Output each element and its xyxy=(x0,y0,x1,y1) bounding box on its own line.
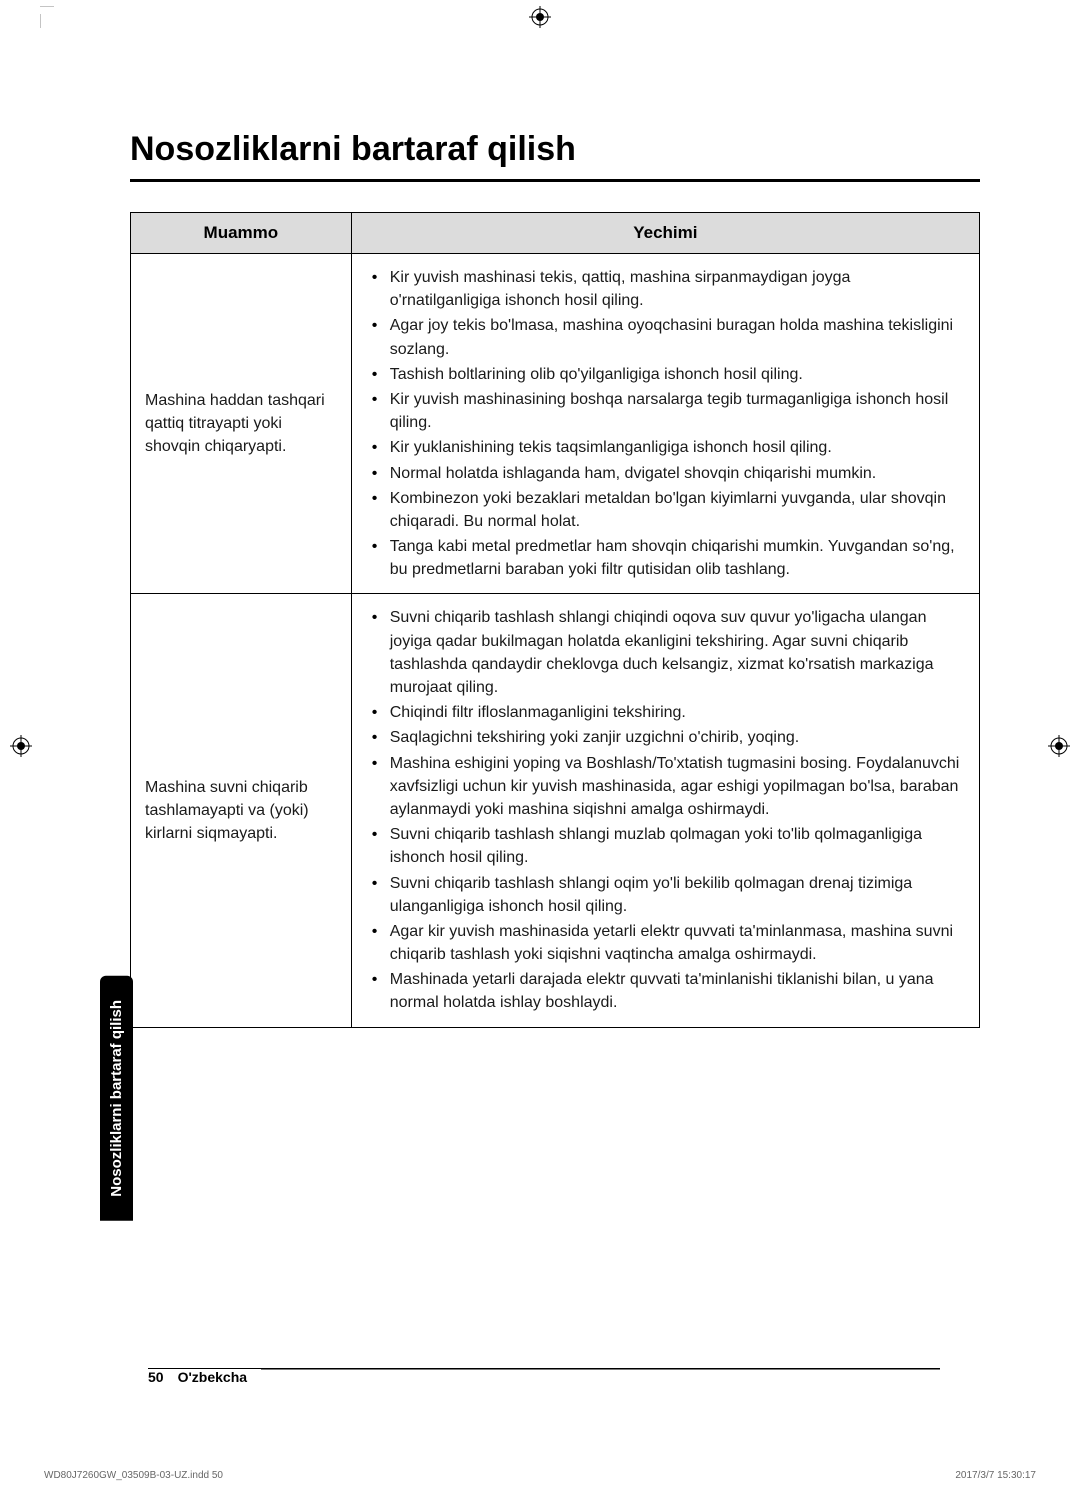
page-number: 50 xyxy=(148,1369,164,1385)
solution-item: Saqlagichni tekshiring yoki zanjir uzgic… xyxy=(366,726,965,749)
solution-item: Kir yuvish mashinasi tekis, qattiq, mash… xyxy=(366,266,965,312)
solution-item: Chiqindi filtr ifloslanmaganligini teksh… xyxy=(366,701,965,724)
header-solution: Yechimi xyxy=(351,213,979,254)
troubleshooting-table: Muammo Yechimi Mashina haddan tashqari q… xyxy=(130,212,980,1028)
solution-item: Tashish boltlarining olib qo'yilganligig… xyxy=(366,363,965,386)
problem-cell: Mashina haddan tashqari qattiq titrayapt… xyxy=(131,254,352,594)
solution-item: Mashinada yetarli darajada elektr quvvat… xyxy=(366,968,965,1014)
solution-item: Suvni chiqarib tashlash shlangi muzlab q… xyxy=(366,823,965,869)
solution-item: Mashina eshigini yoping va Boshlash/To'x… xyxy=(366,752,965,822)
solution-item: Kir yuklanishining tekis taqsimlanganlig… xyxy=(366,436,965,459)
footer-rule xyxy=(261,1369,940,1370)
solution-item: Tanga kabi metal predmetlar ham shovqin … xyxy=(366,535,965,581)
solution-cell: Kir yuvish mashinasi tekis, qattiq, mash… xyxy=(351,254,979,594)
table-row: Mashina haddan tashqari qattiq titrayapt… xyxy=(131,254,980,594)
registration-right xyxy=(1048,735,1070,757)
solution-item: Suvni chiqarib tashlash shlangi oqim yo'… xyxy=(366,872,965,918)
solution-list: Kir yuvish mashinasi tekis, qattiq, mash… xyxy=(366,266,965,581)
content-area: Nosozliklarni bartaraf qilish Muammo Yec… xyxy=(40,30,1040,1068)
problem-cell: Mashina suvni chiqarib tashlamayapti va … xyxy=(131,594,352,1027)
solution-list: Suvni chiqarib tashlash shlangi chiqindi… xyxy=(366,606,965,1014)
solution-item: Agar kir yuvish mashinasida yetarli elek… xyxy=(366,920,965,966)
section-tab: Nosozliklarni bartaraf qilish xyxy=(100,976,133,1221)
registration-top xyxy=(529,6,551,28)
print-metadata: WD80J7260GW_03509B-03-UZ.indd 50 2017/3/… xyxy=(40,1470,1040,1481)
solution-cell: Suvni chiqarib tashlash shlangi chiqindi… xyxy=(351,594,979,1027)
solution-item: Suvni chiqarib tashlash shlangi chiqindi… xyxy=(366,606,965,699)
solution-item: Kombinezon yoki bezaklari metaldan bo'lg… xyxy=(366,487,965,533)
solution-item: Normal holatda ishlaganda ham, dvigatel … xyxy=(366,462,965,485)
registration-left xyxy=(10,735,32,757)
solution-item: Agar joy tekis bo'lmasa, mashina oyoqcha… xyxy=(366,314,965,360)
page-title: Nosozliklarni bartaraf qilish xyxy=(130,130,980,182)
page-footer: 50 O'zbekcha xyxy=(148,1368,940,1385)
table-row: Mashina suvni chiqarib tashlamayapti va … xyxy=(131,594,980,1027)
solution-item: Kir yuvish mashinasining boshqa narsalar… xyxy=(366,388,965,434)
print-file: WD80J7260GW_03509B-03-UZ.indd 50 xyxy=(44,1470,223,1481)
page-container: Nosozliklarni bartaraf qilish Muammo Yec… xyxy=(40,30,1040,1461)
table-header-row: Muammo Yechimi xyxy=(131,213,980,254)
language-label: O'zbekcha xyxy=(178,1369,247,1385)
crop-mark-tl xyxy=(40,6,62,28)
print-timestamp: 2017/3/7 15:30:17 xyxy=(955,1470,1036,1481)
header-problem: Muammo xyxy=(131,213,352,254)
